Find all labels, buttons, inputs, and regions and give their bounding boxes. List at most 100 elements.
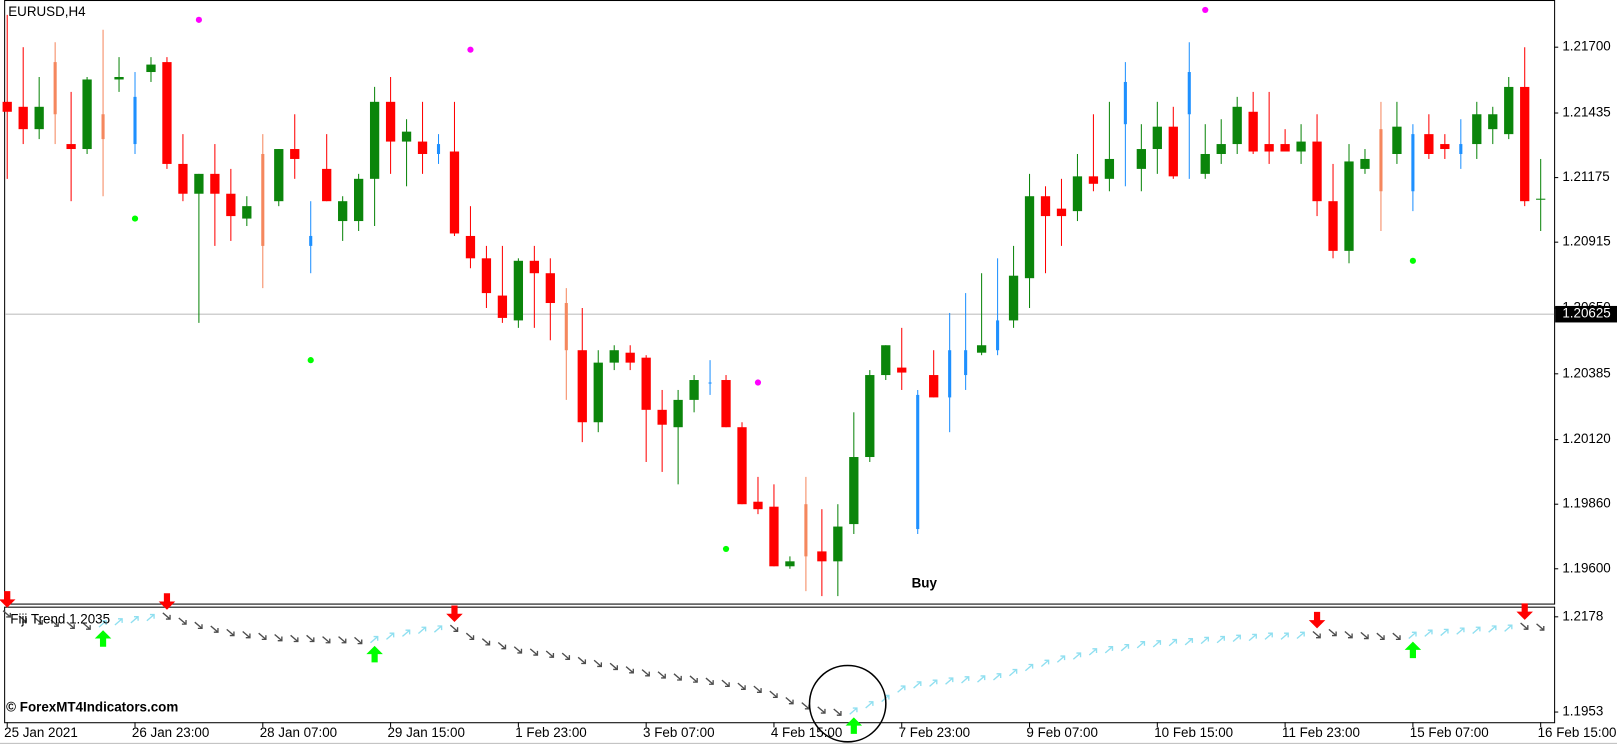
trend-point xyxy=(354,636,363,645)
trend-point xyxy=(226,628,235,637)
candle-body xyxy=(369,101,380,179)
candle-body xyxy=(1536,198,1546,200)
fractal-dot xyxy=(195,16,202,23)
trend-point xyxy=(130,616,139,624)
x-tick-label: 1 Feb 23:00 xyxy=(515,725,586,740)
candle-body xyxy=(1504,86,1514,135)
x-tick-label: 29 Jan 15:00 xyxy=(387,725,464,740)
trend-point xyxy=(258,632,267,641)
x-tick-label: 10 Feb 15:00 xyxy=(1154,725,1233,740)
sell-signal xyxy=(1308,611,1326,629)
trend-point xyxy=(865,701,874,709)
trend-point xyxy=(1360,631,1369,640)
candle-body xyxy=(53,62,57,115)
candle-body xyxy=(817,551,827,562)
candle-body xyxy=(178,163,188,194)
trend-point xyxy=(513,646,523,654)
plot-layer: 1.217001.214351.211751.209151.206501.203… xyxy=(0,6,1617,740)
trend-point xyxy=(721,679,730,688)
candle-body xyxy=(417,141,428,154)
trend-point xyxy=(1328,628,1337,637)
trend-point xyxy=(66,621,75,630)
candle-body xyxy=(114,76,124,80)
candle-body xyxy=(481,258,492,294)
candle-body xyxy=(1168,126,1178,177)
fractal-dot xyxy=(467,46,474,53)
candle-body xyxy=(1472,114,1482,145)
y-tick-label: 1.20385 xyxy=(1562,365,1610,380)
candle-body xyxy=(1152,126,1162,150)
candle-body xyxy=(529,260,539,274)
trend-point xyxy=(274,633,283,642)
y-tick-label: 1.21175 xyxy=(1562,169,1609,184)
x-tick-label: 16 Feb 15:00 xyxy=(1538,725,1617,740)
candle-body xyxy=(1520,86,1530,202)
candle-body xyxy=(261,153,265,246)
candle-body xyxy=(242,206,252,219)
y-tick-label: 1.19600 xyxy=(1562,560,1610,575)
candle-body xyxy=(1187,72,1191,115)
candle-body xyxy=(1232,106,1242,145)
candle-body xyxy=(1360,158,1370,169)
trend-point xyxy=(210,625,219,633)
trend-point xyxy=(146,613,155,622)
trend-point xyxy=(1136,640,1146,649)
x-tick-label: 25 Jan 2021 xyxy=(4,725,78,740)
trend-point xyxy=(417,626,427,634)
candle-body xyxy=(769,506,779,567)
candle-body xyxy=(753,501,763,510)
trend-point xyxy=(785,697,794,705)
candle-body xyxy=(625,352,635,363)
highlight-circle xyxy=(808,664,887,743)
candle-body xyxy=(1136,149,1146,169)
candle-body xyxy=(1264,144,1274,152)
candle-body xyxy=(964,350,968,376)
candle-body xyxy=(2,101,12,112)
trend-point xyxy=(370,635,379,644)
trend-point xyxy=(162,612,171,620)
candle-body xyxy=(226,193,236,217)
trend-point xyxy=(449,624,459,633)
candle-body xyxy=(564,303,568,351)
candle-body xyxy=(1440,144,1450,150)
trend-point xyxy=(82,622,91,630)
trend-point xyxy=(529,648,539,656)
sell-signal xyxy=(446,605,463,623)
buy-signal xyxy=(845,717,863,734)
candle-body xyxy=(1280,144,1290,152)
sell-signal xyxy=(158,593,176,610)
candle-body xyxy=(1296,141,1306,152)
trend-point xyxy=(1376,632,1385,641)
candle-body xyxy=(1379,129,1383,192)
x-tick-label: 9 Feb 07:00 xyxy=(1026,725,1097,740)
candle-body xyxy=(545,273,555,304)
trend-point xyxy=(1104,646,1114,654)
trend-point xyxy=(977,675,986,683)
trend-point xyxy=(657,671,666,679)
candle-body xyxy=(1424,134,1434,154)
trend-point xyxy=(1056,655,1066,663)
candle-body xyxy=(1216,144,1226,154)
trend-point xyxy=(929,679,938,687)
candle-body xyxy=(1008,275,1019,321)
trend-point xyxy=(322,636,331,644)
candle-body xyxy=(66,144,76,150)
trend-point xyxy=(433,625,443,633)
y-tick-label: 1.21700 xyxy=(1562,39,1610,54)
trend-point xyxy=(2,610,11,618)
trend-point xyxy=(1472,626,1481,634)
trend-point xyxy=(1152,640,1162,648)
y-tick-label: 1.19860 xyxy=(1562,496,1610,511)
trend-point xyxy=(1408,631,1417,640)
y-tick-label: 1.1953 xyxy=(1562,704,1603,719)
fractal-dot xyxy=(1202,6,1209,14)
candle-body xyxy=(641,357,651,410)
current-price-box xyxy=(1555,305,1617,323)
buy-signal xyxy=(94,630,112,647)
candle-body xyxy=(1344,161,1354,251)
fractal-dot xyxy=(307,357,314,364)
trend-point xyxy=(769,690,778,699)
candle-body xyxy=(593,362,603,423)
trend-point xyxy=(737,682,746,690)
